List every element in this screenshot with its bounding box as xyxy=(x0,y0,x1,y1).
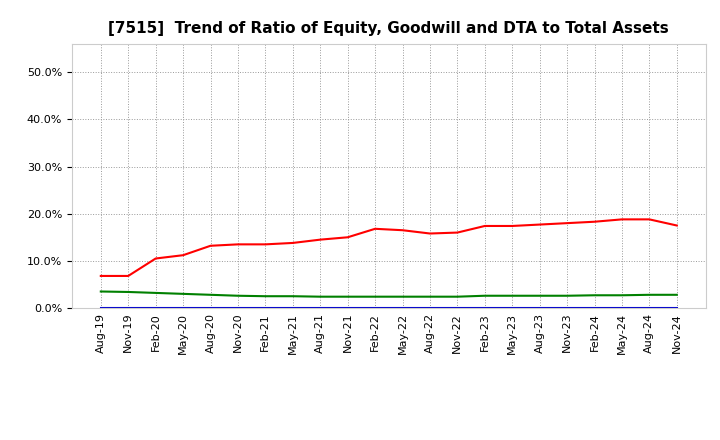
Title: [7515]  Trend of Ratio of Equity, Goodwill and DTA to Total Assets: [7515] Trend of Ratio of Equity, Goodwil… xyxy=(109,21,669,36)
Goodwill xyxy=(233,305,242,311)
Goodwill xyxy=(398,305,407,311)
Equity xyxy=(151,256,160,261)
Equity xyxy=(289,240,297,246)
Goodwill xyxy=(124,305,132,311)
Goodwill xyxy=(343,305,352,311)
Equity xyxy=(398,227,407,233)
Deferred Tax Assets xyxy=(563,293,572,298)
Goodwill xyxy=(289,305,297,311)
Goodwill xyxy=(563,305,572,311)
Deferred Tax Assets xyxy=(645,292,654,297)
Deferred Tax Assets xyxy=(124,290,132,295)
Equity xyxy=(371,226,379,231)
Goodwill xyxy=(645,305,654,311)
Deferred Tax Assets xyxy=(536,293,544,298)
Goodwill xyxy=(261,305,270,311)
Deferred Tax Assets xyxy=(453,294,462,299)
Equity xyxy=(508,224,516,229)
Deferred Tax Assets xyxy=(618,293,626,298)
Deferred Tax Assets xyxy=(289,293,297,299)
Equity xyxy=(645,217,654,222)
Equity xyxy=(179,253,187,258)
Goodwill xyxy=(618,305,626,311)
Goodwill xyxy=(508,305,516,311)
Deferred Tax Assets xyxy=(261,293,270,299)
Goodwill xyxy=(453,305,462,311)
Equity xyxy=(96,273,105,279)
Goodwill xyxy=(480,305,489,311)
Goodwill xyxy=(179,305,187,311)
Deferred Tax Assets xyxy=(206,292,215,297)
Line: Equity: Equity xyxy=(101,220,677,276)
Deferred Tax Assets xyxy=(371,294,379,299)
Line: Deferred Tax Assets: Deferred Tax Assets xyxy=(101,292,677,297)
Goodwill xyxy=(590,305,599,311)
Goodwill xyxy=(151,305,160,311)
Goodwill xyxy=(96,305,105,311)
Equity xyxy=(590,219,599,224)
Deferred Tax Assets xyxy=(96,289,105,294)
Deferred Tax Assets xyxy=(398,294,407,299)
Deferred Tax Assets xyxy=(590,293,599,298)
Deferred Tax Assets xyxy=(480,293,489,298)
Equity xyxy=(453,230,462,235)
Equity xyxy=(206,243,215,249)
Equity xyxy=(124,273,132,279)
Deferred Tax Assets xyxy=(426,294,434,299)
Equity xyxy=(261,242,270,247)
Equity xyxy=(536,222,544,227)
Deferred Tax Assets xyxy=(316,294,325,299)
Equity xyxy=(618,217,626,222)
Deferred Tax Assets xyxy=(672,292,681,297)
Equity xyxy=(426,231,434,236)
Deferred Tax Assets xyxy=(151,290,160,296)
Goodwill xyxy=(371,305,379,311)
Equity xyxy=(343,235,352,240)
Equity xyxy=(563,220,572,226)
Deferred Tax Assets xyxy=(343,294,352,299)
Goodwill xyxy=(672,305,681,311)
Deferred Tax Assets xyxy=(508,293,516,298)
Equity xyxy=(316,237,325,242)
Equity xyxy=(480,224,489,229)
Goodwill xyxy=(206,305,215,311)
Deferred Tax Assets xyxy=(233,293,242,298)
Equity xyxy=(672,223,681,228)
Goodwill xyxy=(426,305,434,311)
Equity xyxy=(233,242,242,247)
Goodwill xyxy=(316,305,325,311)
Deferred Tax Assets xyxy=(179,291,187,297)
Goodwill xyxy=(536,305,544,311)
